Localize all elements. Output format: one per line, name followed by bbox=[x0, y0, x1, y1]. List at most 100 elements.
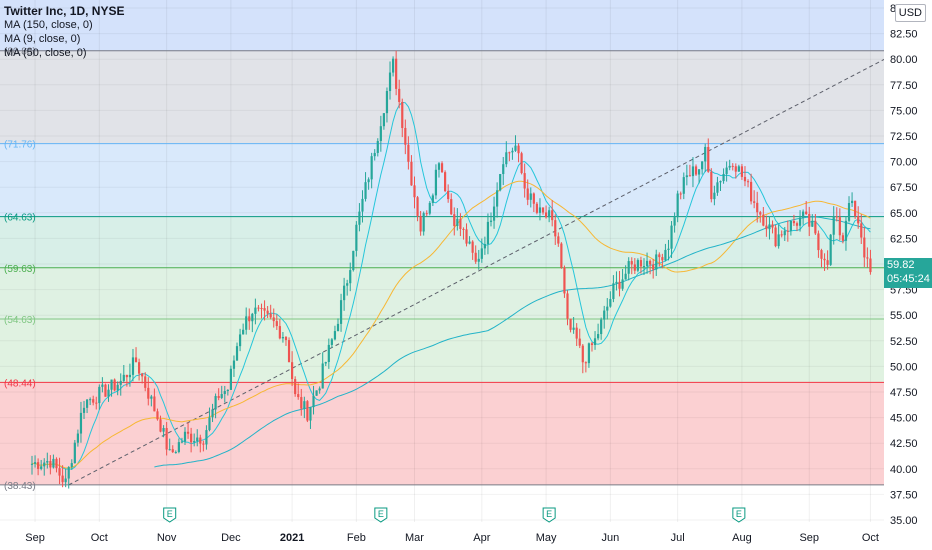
fib-band bbox=[0, 143, 884, 217]
candle-body bbox=[777, 234, 780, 247]
candle-body bbox=[364, 182, 367, 199]
candle-body bbox=[257, 307, 260, 309]
candle-body bbox=[232, 360, 236, 369]
candle-body bbox=[150, 396, 153, 399]
last-price-label: 59.82 05:45:24 bbox=[884, 258, 932, 288]
time-tick-label: Oct bbox=[862, 532, 879, 544]
candle-body bbox=[740, 166, 744, 177]
candle-body bbox=[339, 300, 343, 324]
candle-body bbox=[226, 389, 229, 392]
candle-body bbox=[667, 248, 670, 250]
candle-body bbox=[762, 214, 765, 226]
candle-body bbox=[395, 58, 398, 89]
candle-body bbox=[808, 213, 811, 227]
candle-body bbox=[716, 182, 719, 193]
candle-body bbox=[480, 248, 483, 259]
candle-body bbox=[61, 475, 64, 483]
moving-averages bbox=[31, 101, 871, 470]
candle-body bbox=[361, 198, 364, 212]
candle-body bbox=[199, 437, 202, 444]
candle-body bbox=[245, 316, 248, 330]
candle-body bbox=[606, 306, 609, 311]
candle-body bbox=[134, 357, 138, 363]
candle-body bbox=[768, 224, 771, 230]
candle-body bbox=[401, 101, 404, 128]
candle-body bbox=[128, 374, 132, 378]
earnings-icon-label: E bbox=[167, 509, 173, 519]
candle-body bbox=[850, 200, 854, 204]
candle-body bbox=[318, 388, 321, 391]
candle-body bbox=[425, 213, 428, 215]
time-tick-label: Apr bbox=[473, 532, 490, 544]
candle-body bbox=[514, 145, 517, 151]
candle-body bbox=[486, 221, 490, 245]
candle-body bbox=[685, 175, 688, 178]
candle-body bbox=[284, 337, 288, 341]
candle-body bbox=[477, 258, 480, 262]
candle-body bbox=[860, 223, 863, 238]
candle-body bbox=[300, 397, 303, 409]
price-tick-label: 62.50 bbox=[890, 233, 918, 245]
currency-badge[interactable]: USD bbox=[894, 4, 926, 22]
time-tick-label: Sep bbox=[25, 532, 45, 544]
candle-body bbox=[153, 396, 156, 412]
candle-body bbox=[471, 241, 474, 253]
candle-body bbox=[707, 146, 710, 172]
candle-body bbox=[281, 337, 285, 339]
candle-body bbox=[95, 402, 98, 404]
candle-body bbox=[731, 165, 734, 167]
candle-body bbox=[52, 458, 55, 468]
candle-body bbox=[30, 463, 34, 465]
fib-band bbox=[0, 50, 884, 144]
candle-body bbox=[798, 217, 802, 226]
price-tick-label: 77.50 bbox=[890, 80, 918, 92]
fib-label: (38.43) bbox=[4, 481, 36, 492]
candle-body bbox=[538, 207, 542, 213]
candle-body bbox=[324, 361, 327, 364]
price-tick-label: 45.00 bbox=[890, 413, 918, 425]
candle-body bbox=[725, 167, 728, 174]
candle-body bbox=[627, 261, 630, 274]
time-axis[interactable]: Sep Oct Nov Dec 2021 Feb Mar Apr May Jun Jul Aug Sep… bbox=[0, 507, 932, 550]
candle-body bbox=[147, 387, 150, 399]
earnings-icon bbox=[542, 507, 556, 523]
candle-body bbox=[593, 338, 597, 346]
trend-line bbox=[68, 48, 905, 486]
candle-body bbox=[780, 234, 783, 236]
candle-body bbox=[869, 258, 872, 273]
candle-body bbox=[291, 362, 294, 380]
candle-body bbox=[710, 171, 713, 200]
candle-body bbox=[753, 201, 756, 203]
candle-body bbox=[817, 233, 820, 251]
candle-body bbox=[701, 161, 704, 170]
ma-50-label: MA (50, close, 0) bbox=[4, 47, 87, 59]
candle-body bbox=[661, 257, 664, 261]
candle-body bbox=[229, 368, 232, 390]
candle-body bbox=[642, 266, 646, 268]
candle-body bbox=[202, 443, 205, 445]
chart-legend: Twitter Inc, 1D, NYSE MA (150, close, 0)… bbox=[4, 4, 124, 60]
earnings-icon-label: E bbox=[546, 509, 552, 519]
candle-body bbox=[447, 191, 450, 200]
candle-body bbox=[835, 216, 838, 218]
candle-body bbox=[636, 260, 639, 271]
candle-body bbox=[379, 126, 382, 142]
fib-levels: (38.43) (48.44) (54.63) (59.63) (64.63) (71.7… bbox=[0, 47, 884, 492]
candle-body bbox=[453, 214, 456, 226]
candle-body bbox=[58, 468, 61, 476]
candle-body bbox=[499, 174, 502, 191]
candle-body bbox=[578, 338, 581, 346]
price-tick-label: 80.00 bbox=[890, 54, 918, 66]
fib-label: (80.83) bbox=[4, 47, 36, 58]
ma-9-label: MA (9, close, 0) bbox=[4, 33, 81, 45]
candle-body bbox=[220, 394, 223, 398]
time-tick-label: Mar bbox=[405, 532, 424, 544]
candle-body bbox=[655, 254, 658, 270]
candle-body bbox=[33, 462, 37, 464]
candle-body bbox=[630, 261, 633, 265]
candle-body bbox=[186, 431, 190, 434]
candle-body bbox=[355, 224, 358, 251]
candle-body bbox=[37, 462, 40, 469]
candle-body bbox=[343, 285, 346, 301]
